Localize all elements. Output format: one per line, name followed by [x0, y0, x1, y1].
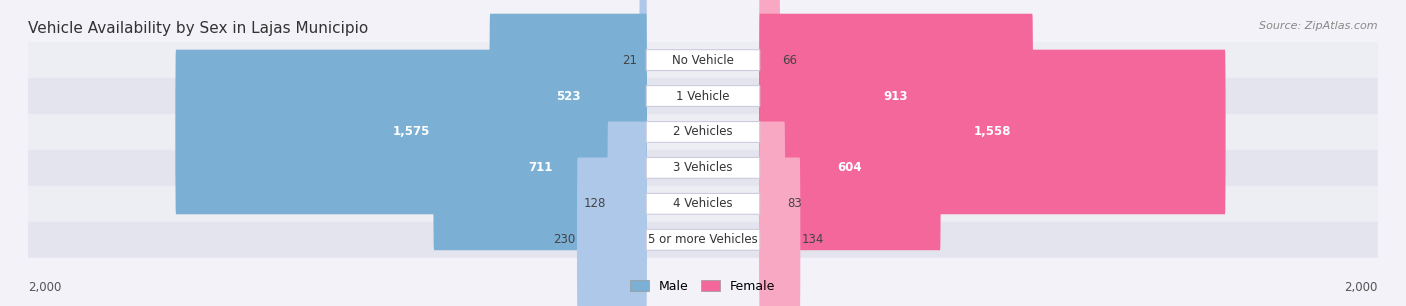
- FancyBboxPatch shape: [759, 121, 785, 286]
- FancyBboxPatch shape: [759, 0, 780, 142]
- Text: 128: 128: [583, 197, 606, 210]
- FancyBboxPatch shape: [28, 42, 1378, 78]
- FancyBboxPatch shape: [607, 121, 647, 286]
- FancyBboxPatch shape: [28, 186, 1378, 222]
- FancyBboxPatch shape: [759, 158, 800, 306]
- FancyBboxPatch shape: [28, 150, 1378, 186]
- FancyBboxPatch shape: [28, 78, 1378, 114]
- FancyBboxPatch shape: [433, 86, 647, 250]
- Text: 1 Vehicle: 1 Vehicle: [676, 90, 730, 103]
- FancyBboxPatch shape: [576, 158, 647, 306]
- Text: 1,558: 1,558: [973, 125, 1011, 139]
- Text: 604: 604: [838, 161, 862, 174]
- Text: 1,575: 1,575: [392, 125, 430, 139]
- FancyBboxPatch shape: [176, 50, 647, 214]
- Text: 4 Vehicles: 4 Vehicles: [673, 197, 733, 210]
- Text: Vehicle Availability by Sex in Lajas Municipio: Vehicle Availability by Sex in Lajas Mun…: [28, 21, 368, 36]
- Text: 5 or more Vehicles: 5 or more Vehicles: [648, 233, 758, 246]
- Text: 2 Vehicles: 2 Vehicles: [673, 125, 733, 139]
- Text: 21: 21: [623, 54, 637, 67]
- FancyBboxPatch shape: [647, 121, 759, 142]
- Text: 134: 134: [803, 233, 824, 246]
- Legend: Male, Female: Male, Female: [626, 275, 780, 298]
- Text: 3 Vehicles: 3 Vehicles: [673, 161, 733, 174]
- Text: 230: 230: [553, 233, 575, 246]
- Text: 2,000: 2,000: [28, 281, 62, 294]
- Text: Source: ZipAtlas.com: Source: ZipAtlas.com: [1260, 21, 1378, 32]
- FancyBboxPatch shape: [28, 114, 1378, 150]
- Text: 2,000: 2,000: [1344, 281, 1378, 294]
- Text: 523: 523: [555, 90, 581, 103]
- Text: No Vehicle: No Vehicle: [672, 54, 734, 67]
- Text: 83: 83: [787, 197, 801, 210]
- Text: 711: 711: [527, 161, 553, 174]
- FancyBboxPatch shape: [647, 158, 759, 178]
- Text: 913: 913: [884, 90, 908, 103]
- FancyBboxPatch shape: [647, 86, 759, 106]
- FancyBboxPatch shape: [759, 14, 1033, 178]
- FancyBboxPatch shape: [640, 0, 647, 142]
- FancyBboxPatch shape: [489, 14, 647, 178]
- FancyBboxPatch shape: [647, 50, 759, 70]
- FancyBboxPatch shape: [28, 222, 1378, 258]
- FancyBboxPatch shape: [759, 86, 941, 250]
- FancyBboxPatch shape: [759, 50, 1226, 214]
- FancyBboxPatch shape: [647, 193, 759, 214]
- Text: 66: 66: [782, 54, 797, 67]
- FancyBboxPatch shape: [647, 230, 759, 250]
